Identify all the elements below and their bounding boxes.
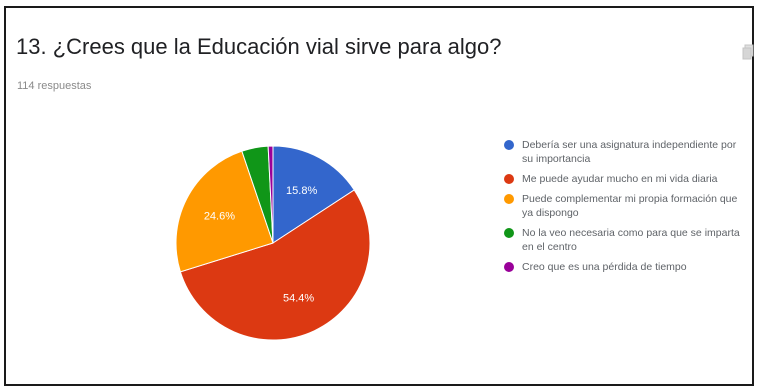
legend-swatch <box>504 174 514 184</box>
legend-item: No la veo necesaria como para que se imp… <box>504 226 740 254</box>
slice-data-label: 24.6% <box>204 211 235 223</box>
legend-swatch <box>504 262 514 272</box>
pie-slice[interactable] <box>179 189 371 341</box>
legend-label: Puede complementar mi propia formación q… <box>522 193 738 219</box>
pie-slice[interactable] <box>272 145 355 244</box>
pie-slice[interactable] <box>175 150 274 273</box>
legend-item: Puede complementar mi propia formación q… <box>504 192 740 220</box>
legend-item: Me puede ayudar mucho en mi vida diaria <box>504 172 740 186</box>
legend-swatch <box>504 194 514 204</box>
legend-label: No la veo necesaria como para que se imp… <box>522 227 740 253</box>
question-title: 13. ¿Crees que la Educación vial sirve p… <box>16 34 502 59</box>
slice-data-label: 54.4% <box>283 292 314 304</box>
slice-data-label: 15.8% <box>286 185 317 197</box>
legend-label: Debería ser una asignatura independiente… <box>522 139 737 165</box>
chart-legend: Debería ser una asignatura independiente… <box>504 138 740 280</box>
legend-item: Debería ser una asignatura independiente… <box>504 138 740 166</box>
pie-slice[interactable] <box>267 145 274 244</box>
legend-item: Creo que es una pérdida de tiempo <box>504 260 740 274</box>
question-card <box>4 6 754 386</box>
pie-chart: 15.8% 54.4% 24.6% <box>175 145 371 341</box>
legend-label: Me puede ayudar mucho en mi vida diaria <box>522 173 718 185</box>
legend-swatch <box>504 140 514 150</box>
response-count: 114 respuestas <box>17 80 92 92</box>
copy-icon[interactable] <box>742 44 754 65</box>
legend-swatch <box>504 228 514 238</box>
legend-label: Creo que es una pérdida de tiempo <box>522 261 687 273</box>
